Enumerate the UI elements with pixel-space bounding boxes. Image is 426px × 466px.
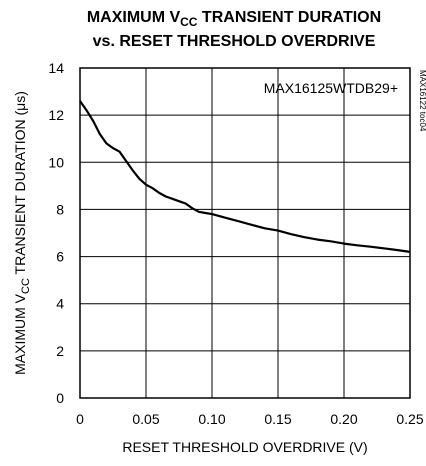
series-layer <box>79 100 411 253</box>
annotation-part-number: MAX16125WTDB29+ <box>264 80 398 96</box>
x-tick-label: 0.15 <box>264 411 291 427</box>
y-tick-label: 14 <box>48 60 64 76</box>
x-tick-label: 0.10 <box>198 411 225 427</box>
grid <box>80 68 410 398</box>
tick-labels: 0 0.05 0.10 0.15 0.20 0.25 0 2 4 6 8 10 12 14 <box>48 60 423 427</box>
x-tick-label: 0.25 <box>396 411 423 427</box>
y-tick-label: 4 <box>56 296 64 312</box>
chart-subtitle: vs. RESET THRESHOLD OVERDRIVE <box>93 33 376 50</box>
figure-code: MAX16122 toc04 <box>418 70 426 132</box>
y-tick-label: 8 <box>56 201 64 217</box>
y-tick-label: 0 <box>56 390 64 406</box>
x-tick-label: 0.05 <box>132 411 159 427</box>
x-tick-label: 0 <box>76 411 84 427</box>
x-tick-label: 0.20 <box>330 411 357 427</box>
chart-title: MAXIMUM VCC TRANSIENT DURATION <box>87 9 381 29</box>
y-tick-label: 6 <box>56 249 64 265</box>
x-axis-label: RESET THRESHOLD OVERDRIVE (V) <box>122 439 367 455</box>
y-tick-label: 10 <box>48 154 64 170</box>
y-tick-label: 2 <box>56 343 64 359</box>
y-tick-label: 12 <box>48 107 64 123</box>
y-axis-label: MAXIMUM VCC TRANSIENT DURATION (μs) <box>12 91 32 375</box>
plot-frame <box>79 67 411 399</box>
series-line <box>79 100 411 253</box>
